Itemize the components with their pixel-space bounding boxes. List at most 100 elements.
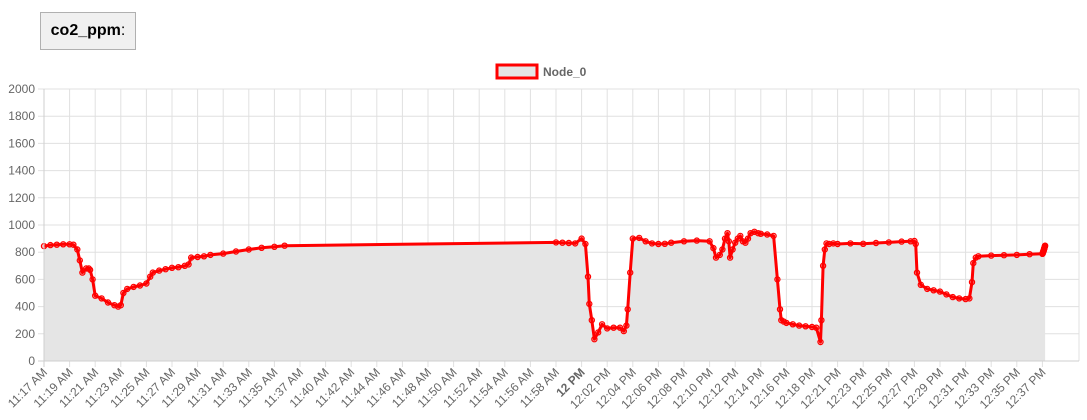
data-point	[636, 234, 643, 242]
data-point	[949, 293, 957, 301]
data-point	[648, 240, 656, 247]
data-point	[91, 292, 99, 299]
data-point	[149, 269, 156, 276]
data-point	[79, 269, 86, 276]
data-point	[98, 295, 105, 302]
data-point	[813, 324, 820, 331]
data-point	[588, 317, 596, 324]
data-point	[582, 240, 589, 248]
data-point	[70, 241, 77, 248]
data-point	[764, 231, 771, 238]
data-point	[595, 329, 602, 336]
data-point	[89, 276, 96, 283]
data-point	[966, 295, 973, 302]
data-point	[716, 251, 724, 259]
data-point	[860, 240, 867, 247]
metric-title-box: co2_ppm:	[40, 12, 136, 50]
data-point	[819, 262, 827, 269]
data-point	[584, 273, 592, 280]
data-point	[130, 283, 137, 291]
data-point	[719, 246, 726, 253]
data-point	[913, 269, 921, 276]
series-points	[40, 228, 1049, 346]
legend[interactable]: Node_0	[495, 63, 587, 80]
data-point	[847, 240, 854, 247]
data-point	[552, 239, 560, 246]
data-point	[661, 240, 669, 247]
data-point	[680, 238, 688, 245]
data-point	[185, 261, 192, 268]
data-point	[710, 244, 717, 252]
data-point	[783, 319, 790, 327]
y-tick-label: 600	[15, 272, 35, 286]
data-point	[232, 248, 240, 255]
data-point	[789, 321, 797, 328]
data-point	[194, 253, 201, 261]
data-point	[53, 241, 61, 248]
data-point	[821, 246, 829, 253]
data-point	[616, 324, 624, 331]
data-point	[776, 306, 784, 313]
data-point	[271, 243, 278, 250]
data-point	[744, 235, 752, 242]
data-point	[207, 251, 214, 259]
data-point	[281, 242, 288, 249]
metric-label-colon: :	[120, 22, 126, 39]
data-point	[642, 238, 649, 245]
data-point	[76, 257, 84, 264]
data-point	[604, 325, 611, 332]
data-point	[168, 264, 176, 271]
data-point	[586, 300, 593, 308]
data-point	[123, 285, 131, 293]
data-point	[885, 239, 893, 246]
data-point	[219, 250, 227, 257]
data-point	[668, 239, 675, 246]
data-point	[956, 295, 963, 302]
data-point	[117, 302, 125, 309]
data-point	[917, 281, 925, 288]
series-area	[44, 231, 1046, 361]
y-tick-label: 800	[15, 245, 35, 259]
data-point	[912, 240, 919, 248]
metric-label: co2_ppm	[50, 22, 121, 39]
data-point	[572, 240, 579, 247]
data-point	[817, 338, 824, 346]
data-point	[770, 232, 777, 240]
data-point	[200, 253, 208, 260]
y-tick-label: 1400	[8, 164, 35, 178]
data-point	[1041, 242, 1049, 249]
data-point	[970, 259, 977, 267]
data-point	[872, 239, 880, 247]
y-tick-label: 1800	[8, 109, 35, 123]
data-point	[693, 237, 701, 244]
data-point	[624, 306, 631, 313]
data-point	[620, 327, 628, 335]
data-point	[774, 276, 781, 283]
data-point	[155, 267, 163, 274]
y-tick-label: 1600	[8, 136, 35, 150]
data-point	[74, 246, 81, 253]
y-tick-label: 400	[15, 300, 35, 314]
data-point	[655, 240, 662, 248]
data-point	[258, 244, 265, 251]
data-point	[802, 323, 809, 330]
data-point	[629, 235, 637, 242]
data-point	[162, 266, 169, 273]
data-point	[968, 278, 976, 286]
data-point	[627, 269, 634, 276]
data-point	[245, 246, 252, 253]
data-point	[975, 253, 982, 260]
data-point	[930, 287, 937, 294]
y-tick-label: 1000	[8, 218, 35, 232]
y-tick-label: 2000	[8, 82, 35, 96]
y-tick-label: 1200	[8, 191, 35, 205]
data-point	[86, 266, 94, 274]
y-tick-label: 0	[28, 354, 35, 368]
data-point	[1026, 250, 1033, 258]
legend-label: Node_0	[543, 65, 587, 79]
data-point	[591, 336, 598, 343]
data-point	[757, 230, 765, 237]
data-point	[737, 232, 744, 240]
data-point	[578, 235, 585, 242]
data-point	[598, 321, 606, 328]
